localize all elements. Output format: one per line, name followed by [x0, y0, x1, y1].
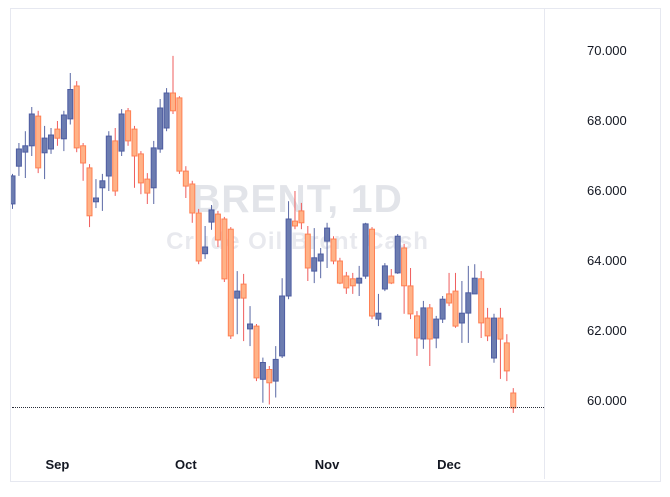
- candle-body-down: [292, 220, 298, 227]
- candle-body-down: [407, 285, 414, 315]
- price-tick-label: 68.000: [587, 113, 627, 128]
- candle-body-down: [510, 392, 517, 409]
- candle-body-down: [214, 213, 221, 241]
- candle-body-down: [304, 233, 311, 269]
- candle-body-up: [15, 148, 22, 167]
- candle-body-up: [394, 235, 401, 274]
- price-axis-separator: [544, 9, 545, 479]
- candle-body-up: [356, 277, 363, 284]
- candle-body-up: [11, 175, 16, 205]
- candle-body-down: [189, 183, 196, 214]
- candle-body-down: [343, 275, 350, 289]
- candle-body-up: [163, 92, 170, 129]
- candle-body-up: [471, 277, 478, 295]
- candle-body-up: [381, 265, 388, 290]
- candle-body-down: [478, 278, 485, 324]
- candle-body-down: [80, 145, 87, 164]
- time-tick-label-nov: Nov: [314, 457, 340, 472]
- candle-body-down: [388, 275, 395, 284]
- candle-body-up: [202, 246, 209, 255]
- candle-body-down: [195, 212, 202, 262]
- candle-body-down: [112, 140, 119, 192]
- candle-body-up: [362, 223, 369, 277]
- candle-body-down: [426, 307, 433, 340]
- candle-body-down: [414, 315, 420, 339]
- candle-body-down: [35, 115, 42, 169]
- candle-body-up: [118, 113, 125, 152]
- candle-body-up: [420, 307, 427, 340]
- candle-body-down: [497, 317, 504, 340]
- candle-body-up: [465, 292, 472, 314]
- price-tick-label: 62.000: [587, 323, 627, 338]
- current-price-dotted-line: [12, 407, 544, 408]
- chart-pane[interactable]: BRENT, 1D Crude Oil Brent Cash: [11, 9, 544, 479]
- candle-body-down: [73, 85, 80, 149]
- candle-body-up: [150, 147, 157, 189]
- candle-body-down: [54, 128, 61, 139]
- candle-body-up: [60, 114, 67, 140]
- candle-body-down: [253, 325, 260, 379]
- candle-body-down: [86, 167, 93, 217]
- candle-body-up: [41, 137, 48, 154]
- candle-body-up: [93, 197, 99, 203]
- candle-body-down: [330, 238, 337, 262]
- time-tick-label-sep: Sep: [45, 457, 70, 472]
- candlestick-series: [11, 55, 517, 413]
- candle-body-up: [208, 209, 215, 223]
- candle-body-up: [48, 134, 54, 150]
- price-tick-label: 70.000: [587, 43, 627, 58]
- time-axis[interactable]: Sep Oct Nov Dec: [11, 453, 544, 479]
- chart-widget: BRENT, 1D Crude Oil Brent Cash 70.000 68.…: [10, 8, 661, 482]
- candle-body-up: [285, 218, 292, 297]
- candle-body-down: [484, 317, 491, 337]
- candle-body-up: [234, 290, 241, 299]
- candle-body-up: [259, 362, 266, 380]
- candle-body-down: [266, 369, 273, 384]
- candle-body-up: [28, 113, 35, 147]
- price-tick-label: 66.000: [587, 183, 627, 198]
- candle-body-up: [279, 295, 286, 357]
- candle-body-up: [105, 135, 112, 177]
- candle-body-down: [446, 293, 453, 304]
- time-tick-label-oct: Oct: [174, 457, 197, 472]
- candle-body-down: [182, 170, 189, 187]
- candle-body-up: [458, 312, 465, 324]
- candle-body-up: [324, 227, 331, 242]
- candle-body-down: [221, 218, 228, 280]
- candle-body-down: [137, 153, 144, 184]
- candle-body-down: [452, 290, 459, 327]
- candle-body-up: [247, 323, 253, 330]
- candle-body-down: [227, 228, 234, 337]
- price-tick-label: 64.000: [587, 253, 627, 268]
- candle-body-up: [67, 89, 74, 120]
- candle-body-down: [369, 228, 375, 317]
- candle-body-up: [311, 257, 318, 272]
- candle-body-down: [298, 210, 305, 224]
- candle-body-up: [99, 180, 106, 189]
- candle-body-up: [22, 145, 29, 153]
- candle-body-down: [349, 278, 356, 287]
- candle-body-up: [157, 107, 164, 150]
- candle-body-down: [176, 97, 183, 172]
- candle-body-up: [272, 358, 279, 382]
- time-tick-label-dec: Dec: [437, 457, 461, 472]
- candle-body-up: [439, 298, 446, 320]
- candle-body-up: [433, 318, 440, 339]
- candle-body-down: [336, 260, 343, 284]
- candle-body-down: [131, 128, 138, 157]
- candle-body-down: [125, 110, 132, 142]
- price-tick-label: 60.000: [587, 393, 627, 408]
- candle-body-up: [491, 317, 497, 359]
- candle-body-down: [144, 178, 151, 194]
- candle-body-down: [170, 92, 176, 112]
- candle-body-down: [401, 247, 408, 287]
- candle-body-up: [375, 312, 382, 320]
- candle-body-down: [240, 283, 247, 299]
- candle-body-down: [503, 342, 510, 372]
- candle-body-up: [317, 253, 324, 262]
